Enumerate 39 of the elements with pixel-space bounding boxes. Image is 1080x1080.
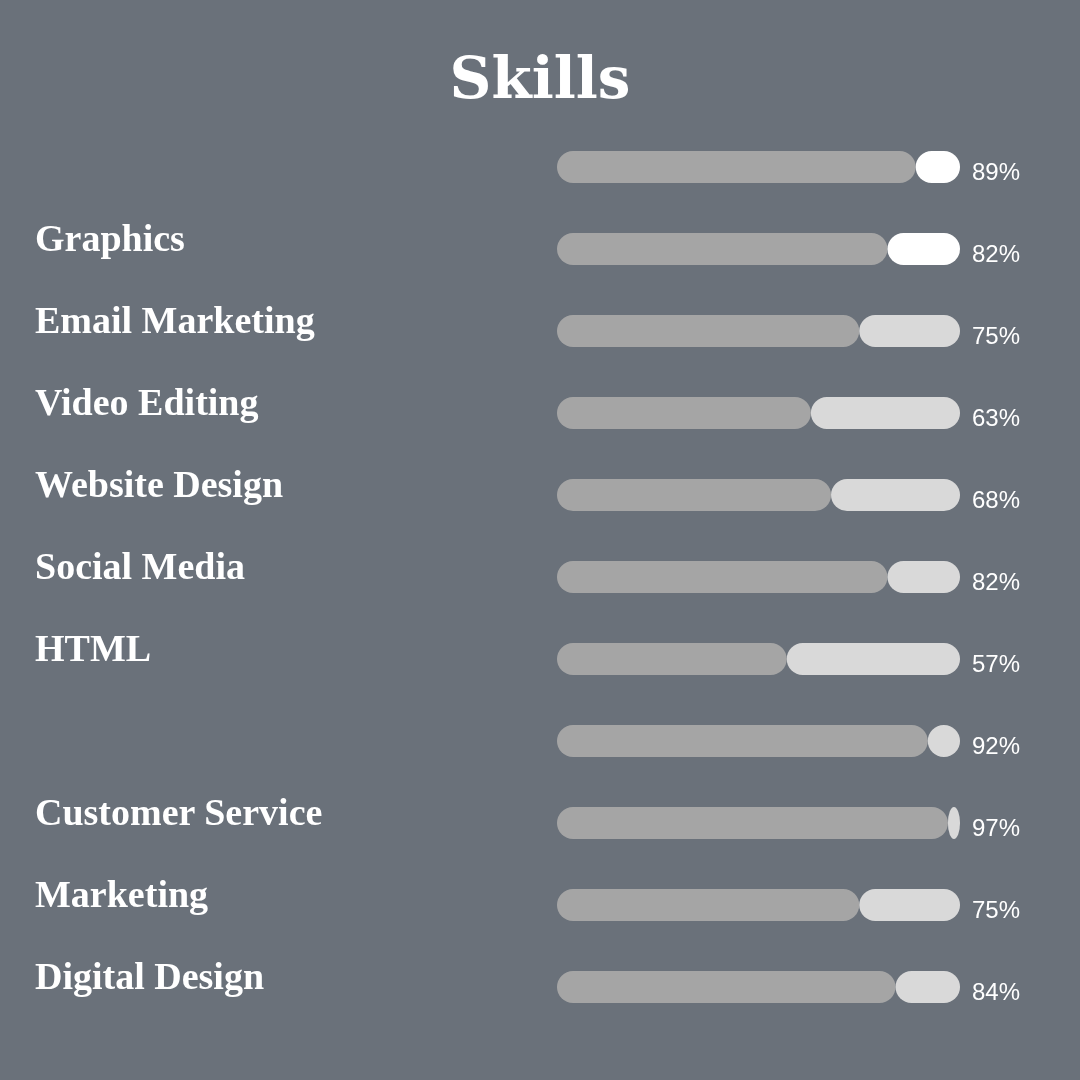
y-tick-label: Email Marketing (35, 299, 315, 341)
bar (557, 397, 811, 429)
data-label: 92% (972, 732, 1021, 759)
y-tick-label: Marketing (35, 873, 209, 915)
y-tick-label: Website Design (35, 463, 284, 505)
bar (859, 889, 960, 921)
bar (887, 233, 960, 265)
bar (887, 561, 960, 593)
data-label: 97% (972, 814, 1021, 841)
data-label: 75% (972, 896, 1021, 923)
data-label: 63% (972, 404, 1021, 431)
bar (859, 315, 960, 347)
bar (557, 643, 787, 675)
bar (831, 479, 960, 511)
bar (557, 233, 888, 265)
bar (810, 397, 960, 429)
chart-title: Skills (449, 44, 631, 112)
y-tick-label: Video Editing (35, 381, 259, 423)
bar (557, 889, 860, 921)
y-tick-label: Graphics (35, 217, 185, 259)
bar (557, 479, 832, 511)
data-label: 84% (972, 978, 1021, 1005)
y-tick-label: HTML (35, 627, 152, 669)
data-label: 75% (972, 322, 1021, 349)
data-label: 82% (972, 568, 1021, 595)
y-tick-label: Customer Service (35, 791, 323, 833)
bar (557, 151, 916, 183)
y-tick-label: Digital Design (35, 955, 265, 997)
data-label: 57% (972, 650, 1021, 677)
data-label: 82% (972, 240, 1021, 267)
bar (786, 643, 960, 675)
bar (557, 807, 948, 839)
data-label: 89% (972, 158, 1021, 185)
y-tick-label: Social Media (35, 545, 246, 587)
bar (557, 725, 928, 757)
bar (557, 561, 888, 593)
bar (557, 971, 896, 1003)
data-label: 68% (972, 486, 1021, 513)
bar (557, 315, 860, 347)
